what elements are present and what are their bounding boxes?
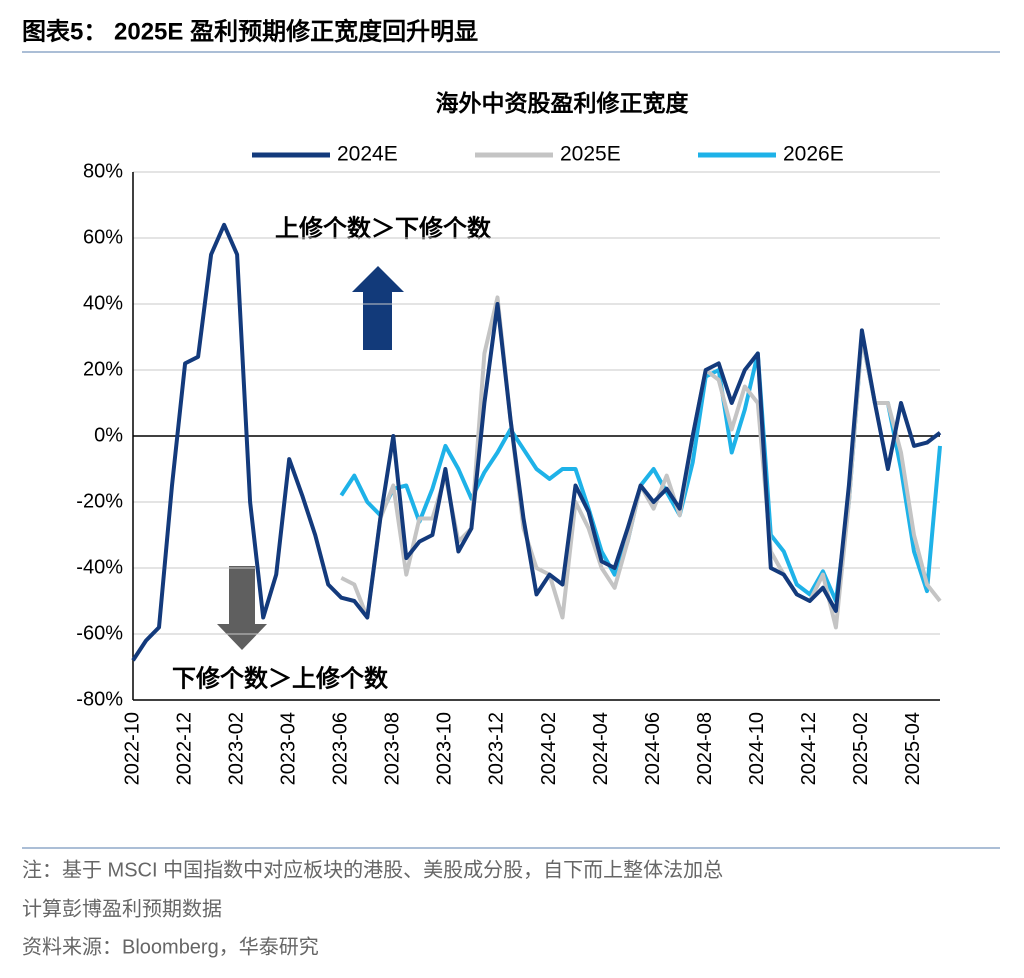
source: 资料来源：Bloomberg，华泰研究 [22,935,319,958]
y-tick-label: 20% [83,358,123,380]
note: 注：基于 MSCI 中国指数中对应板块的港股、美股成分股，自下而上整体法加总 [22,858,723,881]
down-arrow [217,566,267,650]
header: 图表5： 2025E 盈利预期修正宽度回升明显 [22,17,478,45]
x-tick-label: 2023-06 [330,712,352,785]
x-tick-label: 2025-04 [902,712,924,785]
legend-label: 2026E [783,143,844,166]
y-tick-label: -40% [76,556,123,578]
x-tick-label: 2023-10 [434,712,456,785]
annotation: 下修个数＞上修个数 [172,665,389,692]
y-tick-label: 80% [83,160,123,182]
x-tick-label: 2023-12 [486,712,508,785]
legend-label: 2025E [560,143,621,166]
y-tick-label: -60% [76,622,123,644]
up-arrow [352,266,404,350]
x-tick-label: 2024-10 [746,712,768,785]
series-line [131,222,942,662]
y-tick-label: 40% [83,292,123,314]
y-tick-label: 60% [83,226,123,248]
x-tick-label: 2024-12 [798,712,820,785]
x-tick-label: 2024-02 [538,712,560,785]
y-tick-label: -20% [76,490,123,512]
legend-label: 2024E [337,143,398,166]
x-tick-label: 2024-08 [694,712,716,785]
x-tick-label: 2022-12 [173,712,195,785]
x-tick-label: 2023-04 [277,712,299,785]
y-tick-label: -80% [76,688,123,710]
x-tick-label: 2023-02 [225,712,247,785]
x-tick-label: 2024-06 [642,712,664,785]
x-tick-label: 2022-10 [121,712,143,785]
x-tick-label: 2024-04 [590,712,612,785]
chart-title: 海外中资股盈利修正宽度 [436,90,690,116]
y-tick-label: 0% [94,424,123,446]
x-tick-label: 2023-08 [382,712,404,785]
note: 计算彭博盈利预期数据 [22,897,222,920]
x-tick-label: 2025-02 [850,712,872,785]
